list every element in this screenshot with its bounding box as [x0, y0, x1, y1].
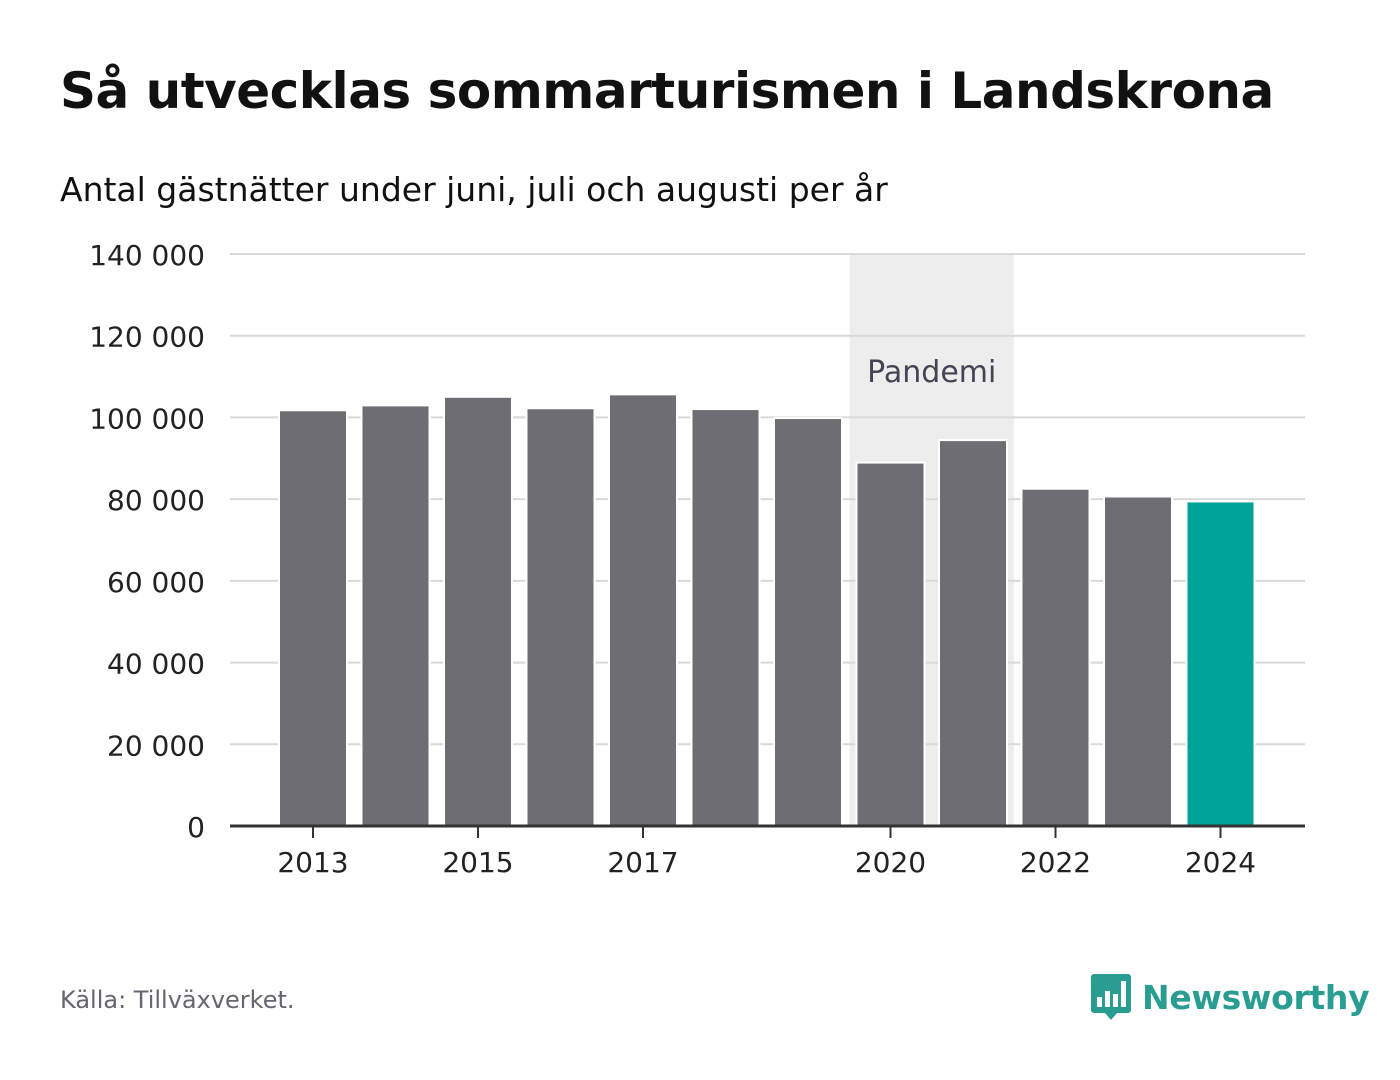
bar [362, 406, 429, 826]
x-tick-label: 2024 [1185, 846, 1256, 879]
y-tick-label: 40 000 [107, 648, 205, 681]
y-tick-label: 20 000 [107, 729, 205, 762]
bar [445, 397, 511, 826]
brand-name: Newsworthy [1142, 977, 1370, 1017]
x-tick-label: 2020 [855, 846, 926, 879]
chart-subtitle: Antal gästnätter under juni, juli och au… [60, 170, 888, 209]
brand-logo: Newsworthy [1090, 972, 1370, 1022]
bar [1187, 502, 1254, 826]
annotation-label: Pandemi [867, 355, 996, 390]
bar [280, 411, 346, 826]
bar [1022, 489, 1089, 826]
bar [692, 410, 759, 826]
y-tick-label: 120 000 [89, 321, 205, 354]
y-tick-label: 60 000 [107, 566, 205, 599]
bar [940, 441, 1006, 826]
y-tick-label: 0 [187, 811, 205, 844]
y-tick-label: 140 000 [89, 239, 205, 272]
bar [857, 463, 924, 826]
bar-chart: Pandemi 0 20 000 40 000 60 000 80 000 100 000 1… [89, 239, 1305, 879]
y-tick-label: 100 000 [89, 402, 205, 435]
x-tick-label: 2017 [607, 846, 678, 879]
chart-title: Så utvecklas sommarturismen i Landskrona [60, 62, 1274, 120]
bar [527, 409, 594, 826]
x-tick-label: 2015 [442, 846, 513, 879]
x-tick-label: 2013 [277, 846, 348, 879]
y-tick-label: 80 000 [107, 484, 205, 517]
newsworthy-bar-chart-icon [1091, 974, 1131, 1020]
x-tick-label: 2022 [1020, 846, 1091, 879]
bar [1105, 497, 1171, 826]
bar [610, 395, 676, 826]
bar [775, 419, 841, 826]
source-note: Källa: Tillväxverket. [60, 986, 295, 1014]
